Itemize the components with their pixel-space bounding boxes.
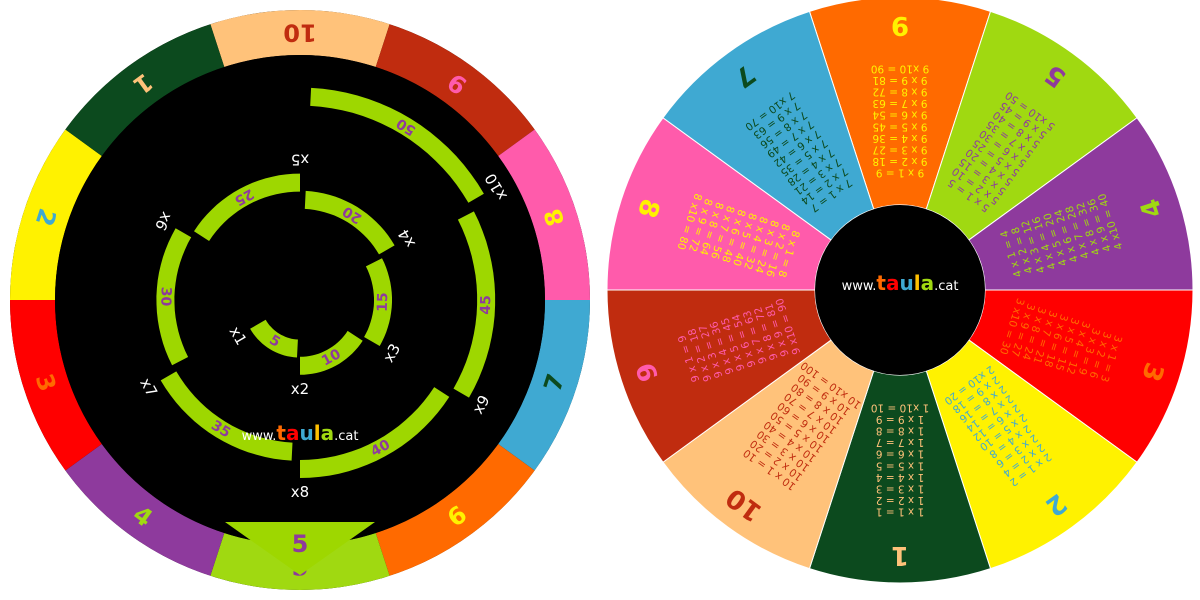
brand-letter: a — [321, 421, 335, 445]
spiral-band — [160, 371, 293, 461]
left-segment-8 — [498, 129, 590, 300]
brand-letter: t — [876, 271, 886, 295]
times-table: 1 x 1 = 11 x 2 = 21 x 3 = 31 x 4 = 41 x … — [871, 401, 929, 517]
left-brand: www.taula.cat — [242, 421, 359, 445]
table-row: 1 x 3 = 3 — [876, 483, 924, 495]
spiral-band — [453, 211, 496, 398]
pointer-triangle — [225, 522, 375, 575]
table-row: 9 x 1 = 9 — [876, 167, 924, 179]
left-disk[interactable]: 109876543215x110x215x320x425x530x635x740… — [10, 10, 590, 590]
spiral-band — [300, 387, 450, 478]
spiral-multiplier: x5 — [291, 151, 309, 169]
table-row: 9 x 2 = 18 — [872, 155, 927, 167]
spiral-band — [250, 319, 298, 358]
table-row: 9 x 5 = 45 — [872, 120, 927, 132]
times-table: 8 x 1 = 88 x 2 = 168 x 3 = 248 x 4 = 328… — [674, 192, 801, 279]
brand-letter: a — [921, 271, 935, 295]
table-row: 9 x 6 = 54 — [872, 109, 927, 121]
left-segment-3 — [10, 300, 102, 471]
table-row: 9 x 8 = 72 — [872, 86, 927, 98]
table-row: 1 x 6 = 6 — [875, 448, 924, 460]
table-row: 1 x 2 = 2 — [876, 494, 924, 506]
spiral-band — [194, 173, 300, 241]
table-row: 9 x 4 = 36 — [872, 132, 927, 144]
brand-letter: u — [899, 271, 913, 295]
spiral-product: 15 — [375, 292, 392, 312]
spiral-multiplier: x8 — [291, 483, 309, 501]
brand-letter: l — [314, 421, 321, 445]
table-row: 1 x10 = 10 — [871, 401, 929, 413]
brand-prefix: www. — [242, 429, 277, 444]
right-segment-number: 1 — [891, 540, 909, 570]
times-table: 9 x 1 = 99 x 2 = 189 x 3 = 279 x 4 = 369… — [871, 62, 929, 178]
spiral-band — [304, 190, 395, 255]
times-table: 9 x 1 = 99 x 2 = 189 x 3 = 279 x 4 = 369… — [676, 297, 803, 384]
left-segment-6 — [375, 444, 535, 576]
brand-letter: a — [286, 421, 300, 445]
times-table: 7 x 1 = 77 x 2 = 147 x 3 = 217 x 4 = 287… — [743, 89, 855, 215]
table-row: 1 x 1 = 1 — [876, 506, 924, 518]
left-segment-9 — [375, 24, 535, 156]
times-table: 3 x 1 = 33 x 2 = 63 x 3 = 93 x 4 = 123 x… — [997, 297, 1124, 384]
spiral-product: 45 — [478, 295, 495, 315]
table-row: 9 x 9 = 81 — [872, 74, 927, 86]
right-segment-number: 9 — [891, 10, 909, 40]
left-segment-2 — [10, 129, 102, 300]
brand-letter: a — [886, 271, 900, 295]
brand-prefix: www. — [842, 279, 877, 294]
left-segment-1 — [65, 24, 225, 156]
right-hub — [815, 205, 985, 375]
left-segment-7 — [498, 300, 590, 471]
brand-letter: t — [276, 421, 286, 445]
spiral-product: 30 — [157, 287, 174, 307]
spiral-multiplier: x2 — [291, 380, 309, 398]
brand-letter: l — [914, 271, 921, 295]
brand-suffix: .cat — [334, 429, 358, 444]
spiral-band — [156, 228, 192, 366]
times-table: 4 x 1 = 44 x 2 = 84 x 3 = 124 x 4 = 164 … — [998, 192, 1125, 279]
table-row: 1 x 4 = 4 — [875, 471, 924, 483]
right-disk[interactable]: 9 9 x 1 = 99 x 2 = 189 x 3 = 279 x 4 = 36… — [606, 0, 1194, 584]
table-row: 9 x10 = 90 — [871, 62, 929, 74]
left-segment-4 — [65, 444, 225, 576]
right-brand: www.taula.cat — [842, 271, 959, 295]
brand-suffix: .cat — [934, 279, 958, 294]
left-segment-10 — [210, 10, 390, 67]
table-row: 1 x 8 = 8 — [876, 425, 924, 437]
table-row: 1 x 5 = 5 — [876, 459, 924, 471]
table-row: 1 x 9 = 9 — [876, 413, 924, 425]
brand-letter: u — [299, 421, 313, 445]
table-row: 9 x 7 = 63 — [872, 97, 927, 109]
spiral-band — [300, 330, 363, 375]
spiral-band — [310, 87, 484, 203]
left-segment-label: 10 — [283, 19, 316, 47]
table-row: 1 x 7 = 7 — [876, 436, 924, 448]
pointer-label: 5 — [292, 530, 309, 558]
spiral-band — [364, 258, 392, 346]
table-row: 9 x 3 = 27 — [872, 144, 927, 156]
